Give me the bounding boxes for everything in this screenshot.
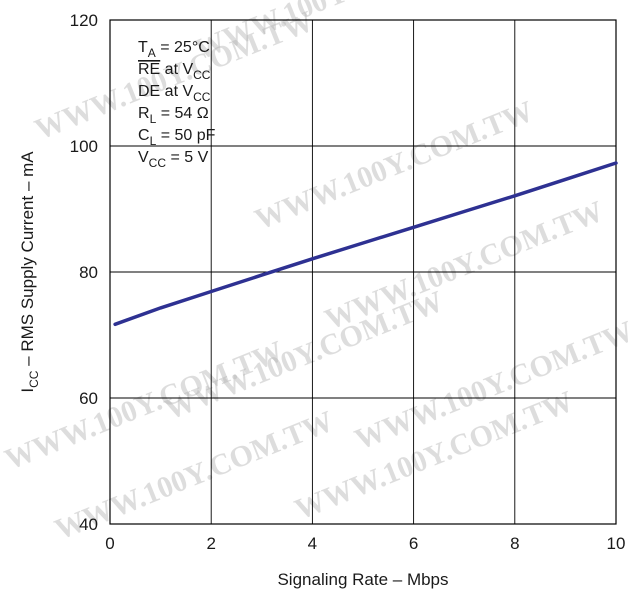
y-axis-title-main: I [18,388,37,393]
condition-line: VCC = 5 V [138,149,209,170]
condition-rest: at V [160,83,193,100]
series-line [113,161,618,327]
x-tick-labels: 0 2 4 6 8 10 [105,534,625,553]
condition-rest: = 54 Ω [156,105,208,122]
y-tick-labels: 40 60 80 100 120 [70,11,98,534]
x-tick-label: 8 [510,534,519,553]
condition-sub: L [150,134,157,148]
y-tick-label: 120 [70,11,98,30]
x-tick-label: 10 [607,534,626,553]
condition-line: TA = 25°C [138,39,210,60]
condition-main: RE [138,61,160,78]
y-tick-label: 100 [70,137,98,156]
condition-sub: L [150,112,157,126]
condition-tail-sub: CC [193,68,211,82]
plot-frame [109,19,617,525]
x-tick-label: 0 [105,534,114,553]
condition-rest: = 25°C [156,39,210,56]
x-axis-title: Signaling Rate – Mbps [277,570,448,589]
condition-line: RE at VCC [138,61,211,82]
y-axis-title-rest: – RMS Supply Current – mA [18,151,37,371]
condition-main: R [138,105,150,122]
condition-line: CL = 50 pF [138,127,216,148]
condition-main: T [138,39,148,56]
condition-main: DE [138,83,160,100]
watermark-text: WWW.100Y.COM.TW [250,95,538,237]
y-axis-title: ICC – RMS Supply Current – mA [18,151,41,393]
condition-line: RL = 54 Ω [138,105,209,126]
condition-rest: at V [160,61,193,78]
condition-main: V [138,149,149,166]
x-tick-label: 4 [308,534,317,553]
x-tick-label: 6 [409,534,418,553]
y-tick-label: 40 [79,515,98,534]
condition-tail-sub: CC [193,90,211,104]
y-axis-title-sub: CC [27,370,41,388]
y-tick-label: 80 [79,263,98,282]
y-tick-label: 60 [79,389,98,408]
condition-line: DE at VCC [138,83,211,104]
condition-sub: CC [149,156,167,170]
condition-main: C [138,127,150,144]
condition-sub: A [148,46,156,60]
page-mark: 2 [626,590,634,593]
x-tick-label: 2 [206,534,215,553]
condition-rest: = 5 V [166,149,209,166]
condition-rest: = 50 pF [156,127,215,144]
